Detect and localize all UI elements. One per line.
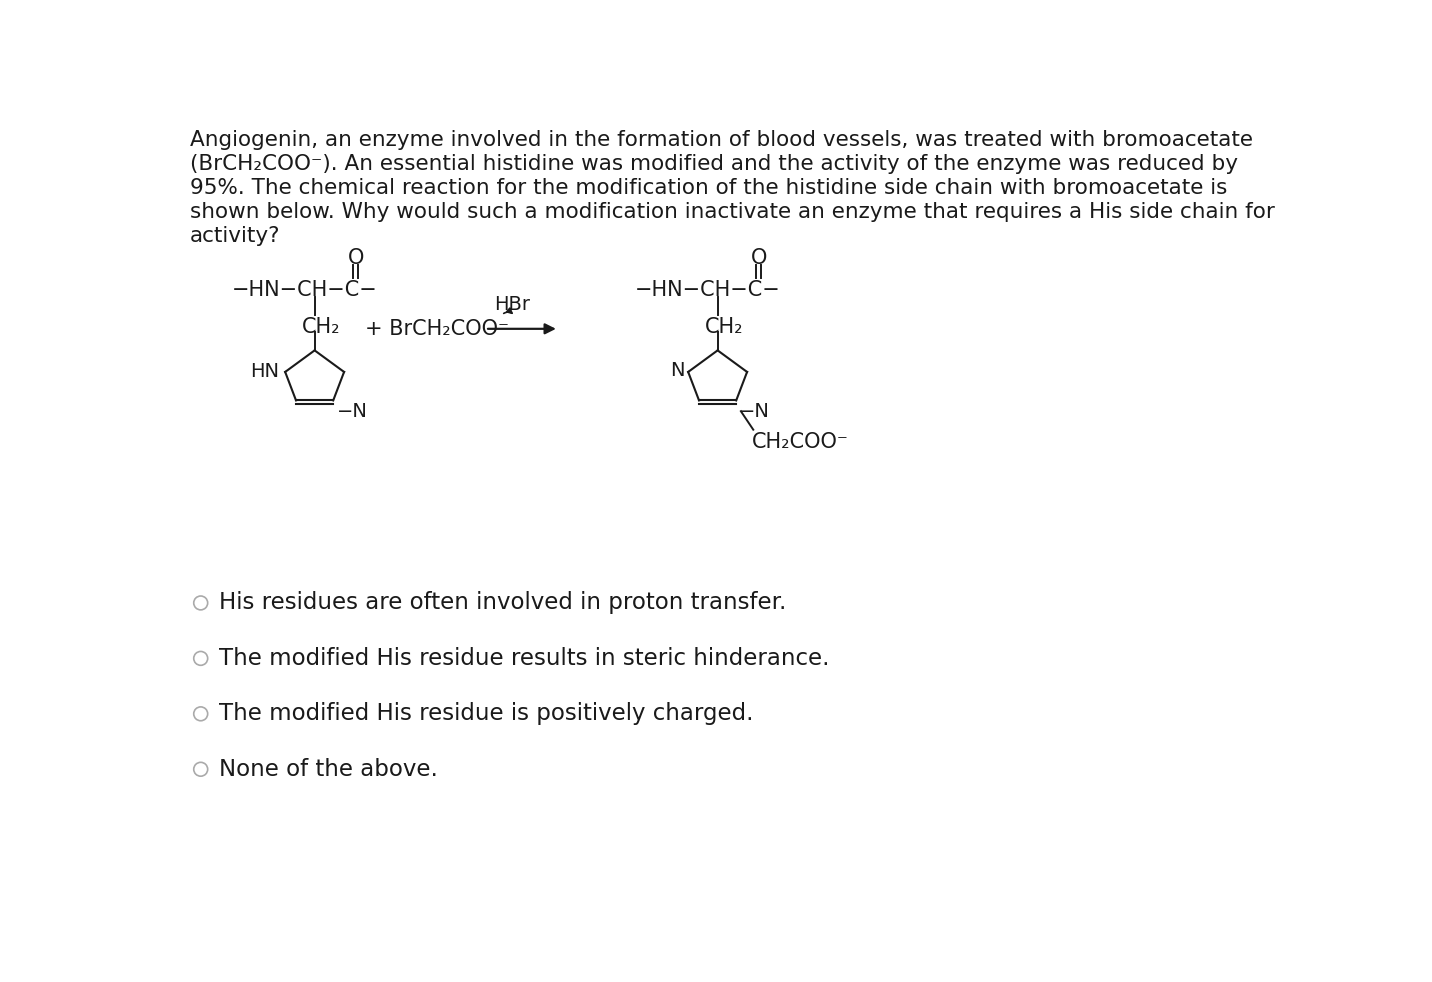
Text: HBr: HBr [494, 295, 530, 313]
Text: O: O [750, 248, 768, 268]
Text: None of the above.: None of the above. [219, 758, 437, 781]
Text: 95%. The chemical reaction for the modification of the histidine side chain with: 95%. The chemical reaction for the modif… [190, 178, 1227, 198]
Text: (BrCH₂COO⁻). An essential histidine was modified and the activity of the enzyme : (BrCH₂COO⁻). An essential histidine was … [190, 154, 1237, 174]
Text: CH₂: CH₂ [302, 316, 339, 337]
Text: shown below. Why would such a modification inactivate an enzyme that requires a : shown below. Why would such a modificati… [190, 201, 1274, 222]
Text: O: O [348, 248, 364, 268]
Text: −N: −N [337, 402, 368, 421]
Text: Angiogenin, an enzyme involved in the formation of blood vessels, was treated wi: Angiogenin, an enzyme involved in the fo… [190, 131, 1253, 150]
Text: CH₂: CH₂ [705, 316, 743, 337]
Text: CH₂COO⁻: CH₂COO⁻ [752, 432, 849, 452]
Text: −HN−CH−C−: −HN−CH−C− [232, 280, 378, 300]
Text: His residues are often involved in proton transfer.: His residues are often involved in proto… [219, 591, 786, 615]
Text: N: N [670, 361, 684, 380]
Text: The modified His residue results in steric hinderance.: The modified His residue results in ster… [219, 647, 829, 670]
Text: + BrCH₂COO⁻: + BrCH₂COO⁻ [365, 319, 508, 339]
Text: −HN−CH−C−: −HN−CH−C− [634, 280, 780, 300]
Text: activity?: activity? [190, 226, 281, 246]
Text: The modified His residue is positively charged.: The modified His residue is positively c… [219, 702, 753, 726]
Text: −N: −N [739, 402, 770, 421]
Text: HN: HN [251, 362, 279, 381]
